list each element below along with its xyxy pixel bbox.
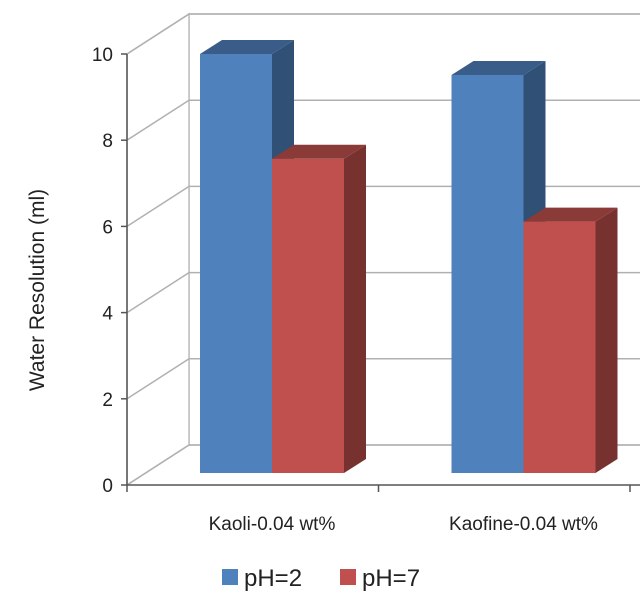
bar [523,207,618,473]
gridline-side [126,13,190,55]
x-category-labels: Kaoli-0.04 wt% Kaofine-0.04 wt% [209,514,598,535]
bar-top [451,60,546,75]
bars [200,40,618,473]
y-tick-label: 2 [102,390,113,411]
bar [272,144,366,473]
y-tick-label: 4 [102,304,113,325]
legend-swatch [340,569,356,585]
bar-top [523,207,618,222]
y-axis-title: Water Resolution (ml) [26,189,49,391]
legend-label: pH=2 [244,565,302,592]
bar-side [595,207,618,473]
y-tick-labels: 0 2 4 6 8 10 [92,45,114,497]
legend: pH=2 pH=7 [222,565,420,592]
gridline-side [126,185,190,228]
gridline-side [126,271,190,314]
y-tick-label: 0 [102,476,113,497]
y-tick-label: 6 [102,217,113,238]
side-wall [126,12,190,487]
bar-front [451,74,524,473]
bar-front [200,54,272,473]
y-tick-label: 8 [102,131,113,152]
gridline-side [126,358,190,400]
legend-label: pH=7 [362,565,420,592]
y-tick-label: 10 [92,45,113,66]
bar-side [344,144,366,473]
axes [126,54,640,492]
bar-front [523,221,596,473]
gridline-side [126,99,190,141]
bar-top [272,144,366,159]
gridline-side [126,444,190,486]
x-category-label: Kaoli-0.04 wt% [209,514,336,535]
bar-top [200,40,294,54]
legend-swatch [222,569,238,585]
x-category-label: Kaofine-0.04 wt% [449,514,598,535]
bar-front [272,158,344,473]
